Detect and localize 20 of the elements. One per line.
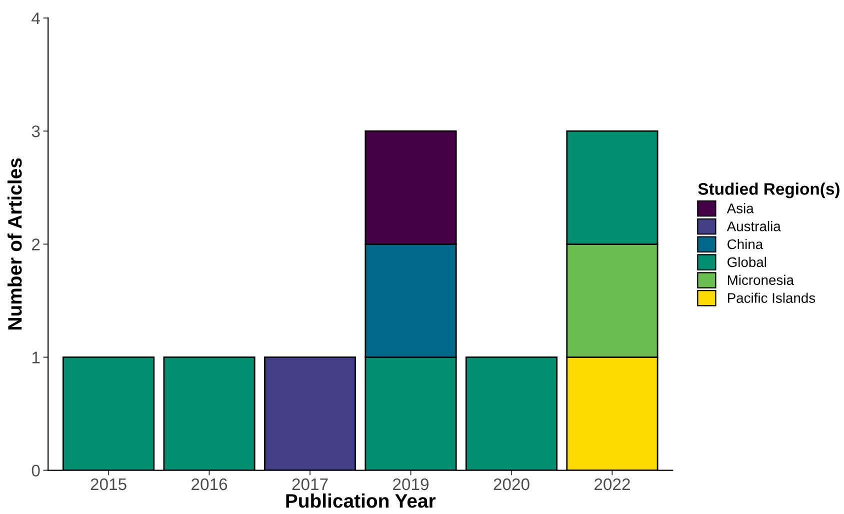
x-tick-label: 2022 [594, 478, 630, 490]
y-tick-label: 2 [32, 238, 40, 250]
y-tick-label: 4 [32, 12, 40, 24]
x-tick-label: 2015 [90, 478, 126, 490]
legend-label: Asia [726, 203, 754, 214]
legend-title: Studied Region(s) [698, 182, 840, 198]
x-tick-label: 2019 [393, 478, 429, 490]
legend-label: Australia [726, 221, 781, 232]
y-tick-label: 1 [32, 352, 40, 364]
x-axis-title: Publication Year [286, 493, 436, 508]
y-tick-label: 0 [32, 464, 40, 477]
legend-label: China [728, 238, 764, 250]
legend-label: Micronesia [728, 274, 794, 286]
x-tick-label: 2020 [494, 478, 530, 490]
legend-label: Pacific Islands [728, 292, 816, 303]
y-axis-title: Number of Articles [8, 158, 22, 330]
x-tick-label: 2016 [192, 478, 228, 490]
y-tick-label: 3 [32, 125, 40, 138]
x-tick-label: 2017 [292, 478, 328, 490]
legend-label: Global [728, 256, 766, 268]
